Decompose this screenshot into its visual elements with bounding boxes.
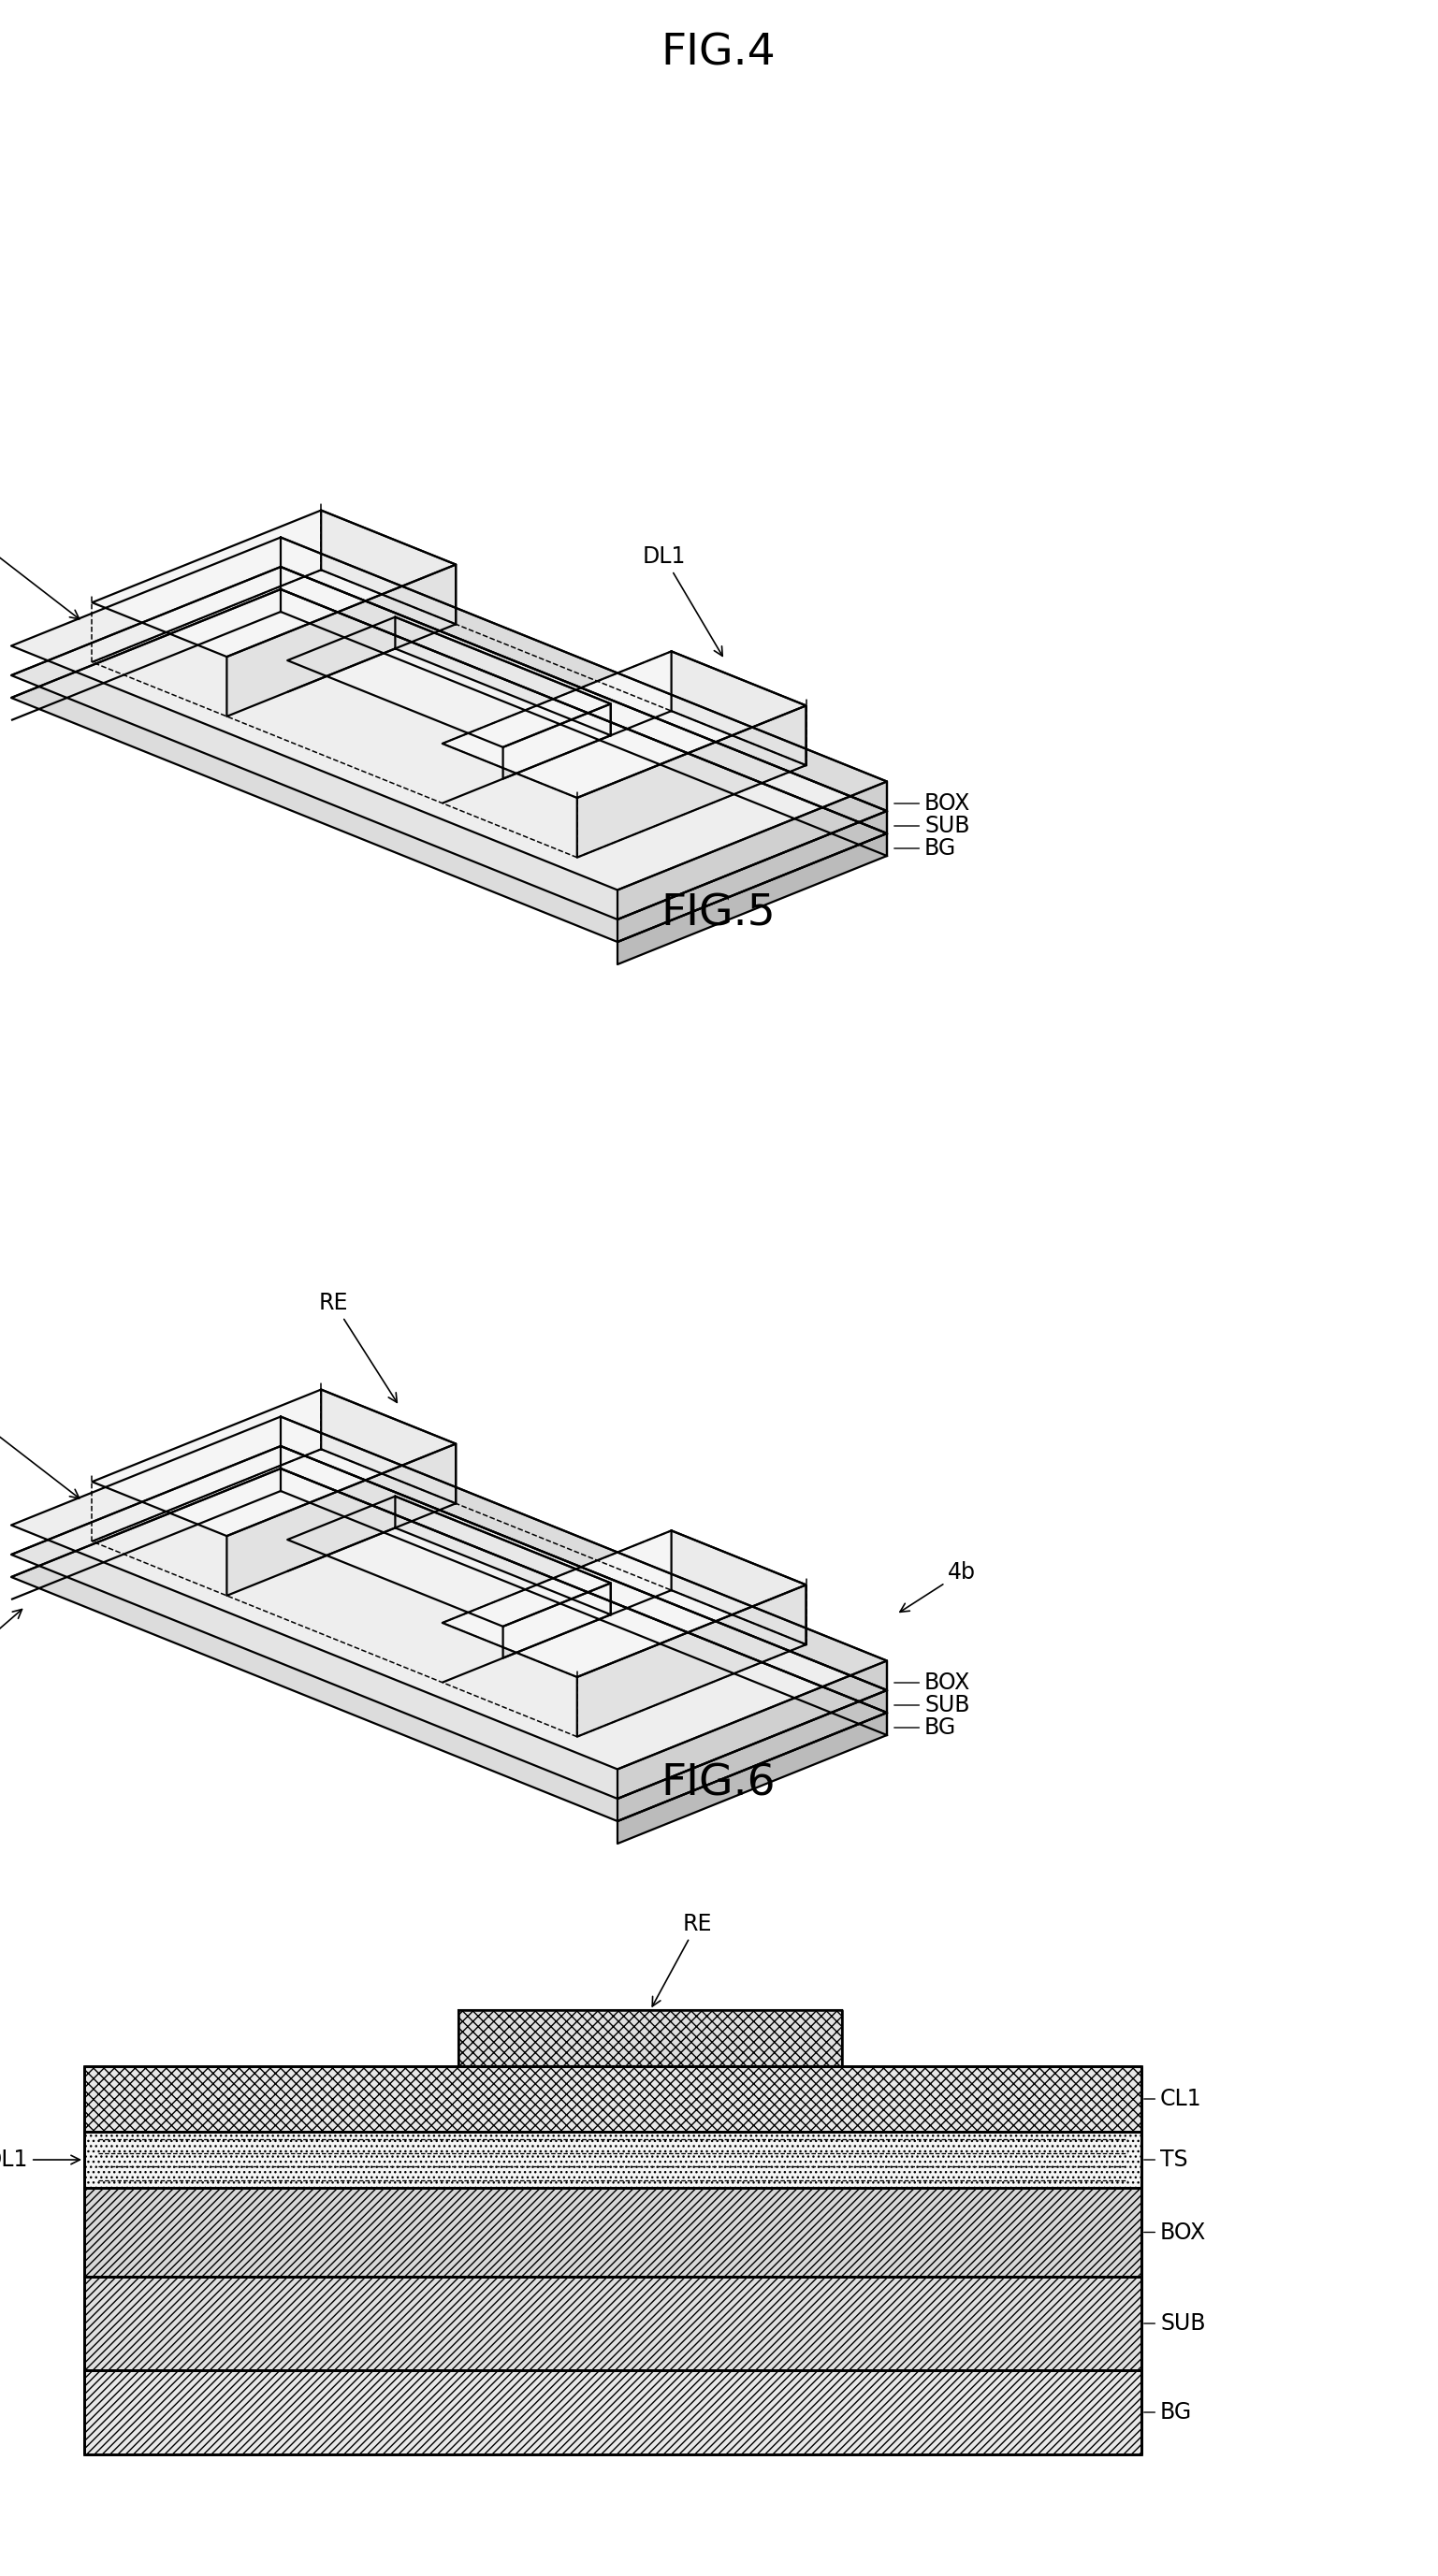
Polygon shape bbox=[617, 835, 887, 963]
Polygon shape bbox=[617, 1713, 887, 1844]
Text: BG: BG bbox=[894, 837, 956, 860]
Polygon shape bbox=[617, 781, 887, 920]
Text: SUB: SUB bbox=[894, 1695, 969, 1716]
Polygon shape bbox=[92, 510, 456, 657]
Text: BG: BG bbox=[1145, 2401, 1192, 2424]
Text: BOX: BOX bbox=[1145, 2221, 1206, 2244]
Polygon shape bbox=[12, 1417, 887, 1770]
Polygon shape bbox=[617, 1690, 887, 1821]
Polygon shape bbox=[12, 1445, 887, 1798]
Bar bbox=[85, 2370, 1142, 2455]
Text: BOX: BOX bbox=[894, 1672, 971, 1695]
Polygon shape bbox=[577, 706, 807, 858]
Polygon shape bbox=[395, 618, 611, 734]
Polygon shape bbox=[395, 1497, 611, 1615]
Polygon shape bbox=[12, 1468, 887, 1821]
Polygon shape bbox=[280, 1445, 887, 1713]
Text: FIG.4: FIG.4 bbox=[661, 31, 777, 75]
Text: 4b: 4b bbox=[0, 1610, 22, 1680]
Bar bbox=[85, 2066, 1142, 2133]
Polygon shape bbox=[503, 703, 611, 778]
Text: BOX: BOX bbox=[894, 793, 971, 814]
Text: BG: BG bbox=[894, 1716, 956, 1739]
Text: RE: RE bbox=[319, 1293, 397, 1401]
Text: DL1: DL1 bbox=[0, 2148, 81, 2172]
Text: SUB: SUB bbox=[894, 814, 969, 837]
Bar bbox=[459, 2009, 843, 2066]
Polygon shape bbox=[280, 1468, 887, 1736]
Polygon shape bbox=[288, 618, 611, 747]
Polygon shape bbox=[280, 567, 887, 835]
Bar bbox=[85, 2277, 1142, 2370]
Bar bbox=[85, 2187, 1142, 2277]
Text: CL1: CL1 bbox=[0, 1409, 79, 1499]
Polygon shape bbox=[443, 652, 807, 799]
Polygon shape bbox=[617, 811, 887, 943]
Polygon shape bbox=[672, 1530, 807, 1643]
Polygon shape bbox=[12, 567, 887, 920]
Polygon shape bbox=[577, 1584, 807, 1736]
Polygon shape bbox=[92, 1388, 456, 1535]
Bar bbox=[85, 2133, 1142, 2187]
Polygon shape bbox=[443, 1530, 807, 1677]
Text: FIG.6: FIG.6 bbox=[661, 1762, 777, 1803]
Polygon shape bbox=[280, 538, 887, 811]
Text: RE: RE bbox=[653, 1914, 712, 2007]
Text: SUB: SUB bbox=[1145, 2313, 1205, 2334]
Polygon shape bbox=[280, 1417, 887, 1690]
Text: FIG.5: FIG.5 bbox=[661, 891, 777, 935]
Polygon shape bbox=[227, 564, 456, 716]
Polygon shape bbox=[672, 652, 807, 765]
Polygon shape bbox=[280, 590, 887, 855]
Text: CL1: CL1 bbox=[1145, 2087, 1202, 2110]
Polygon shape bbox=[288, 1497, 611, 1625]
Text: TS: TS bbox=[1145, 2148, 1188, 2172]
Text: DL1: DL1 bbox=[643, 546, 722, 657]
Polygon shape bbox=[227, 1443, 456, 1595]
Polygon shape bbox=[503, 1584, 611, 1659]
Polygon shape bbox=[12, 590, 887, 943]
Text: 4b: 4b bbox=[900, 1561, 976, 1613]
Polygon shape bbox=[12, 538, 887, 889]
Text: CL1: CL1 bbox=[0, 531, 79, 618]
Polygon shape bbox=[321, 1388, 456, 1504]
Polygon shape bbox=[321, 510, 456, 623]
Polygon shape bbox=[617, 1662, 887, 1798]
